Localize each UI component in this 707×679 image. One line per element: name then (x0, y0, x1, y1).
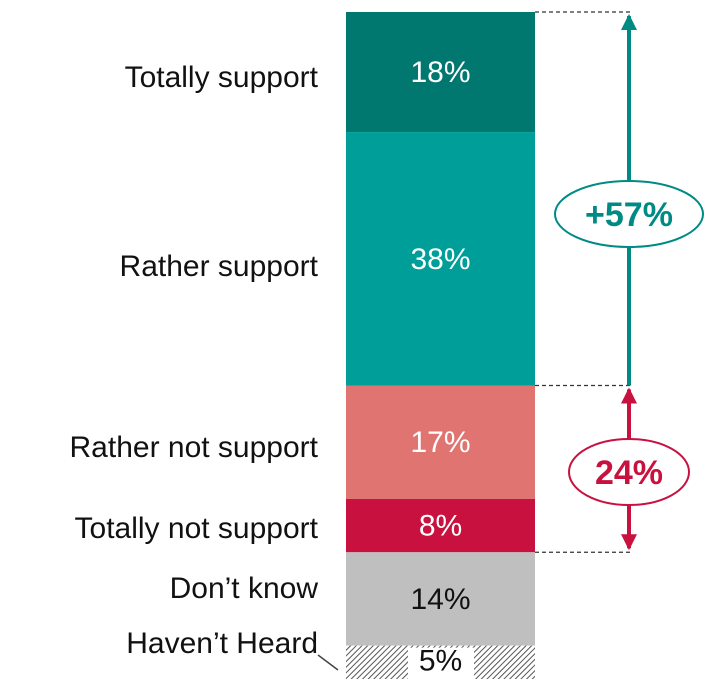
value-label-totally-support: 18% (410, 56, 470, 89)
category-label-havent-heard: Haven’t Heard (126, 627, 318, 660)
value-label-dont-know: 14% (410, 583, 470, 616)
category-label-rather-support: Rather support (120, 250, 319, 283)
value-label-rather-not-support: 17% (410, 426, 470, 459)
segment-dont-know (346, 552, 535, 646)
support-net-label: +57% (585, 196, 673, 234)
support-arrow-head-up (621, 14, 637, 30)
range-annotations: +57% 24% (535, 11, 704, 553)
support-net-oval (554, 180, 704, 248)
category-label-rather-not-support: Rather not support (70, 431, 319, 464)
value-label-rather-support: 38% (410, 243, 470, 276)
opposition-arrow-head-up (621, 387, 637, 404)
category-label-dont-know: Don’t know (170, 572, 319, 605)
value-label-totally-not-support: 8% (419, 510, 462, 543)
opposition-arrow-head-down (621, 534, 637, 551)
value-label-backdrop (408, 647, 474, 679)
segment-rather-not-support (346, 385, 535, 499)
segment-totally-support (346, 12, 535, 133)
opposition-net-oval (568, 438, 690, 506)
leader-line (317, 654, 339, 671)
category-label-totally-not-support: Totally not support (75, 512, 319, 545)
segment-totally-not-support (346, 498, 535, 553)
bar-segments (346, 12, 535, 679)
segment-value-labels: 18% 38% 17% 8% 14% 5% (408, 56, 474, 679)
opposition-net-label: 24% (595, 454, 663, 492)
category-labels: Totally support Rather support Rather not … (70, 61, 339, 671)
value-label-havent-heard: 5% (419, 645, 462, 678)
segment-rather-support (346, 132, 535, 386)
category-label-totally-support: Totally support (125, 61, 319, 94)
